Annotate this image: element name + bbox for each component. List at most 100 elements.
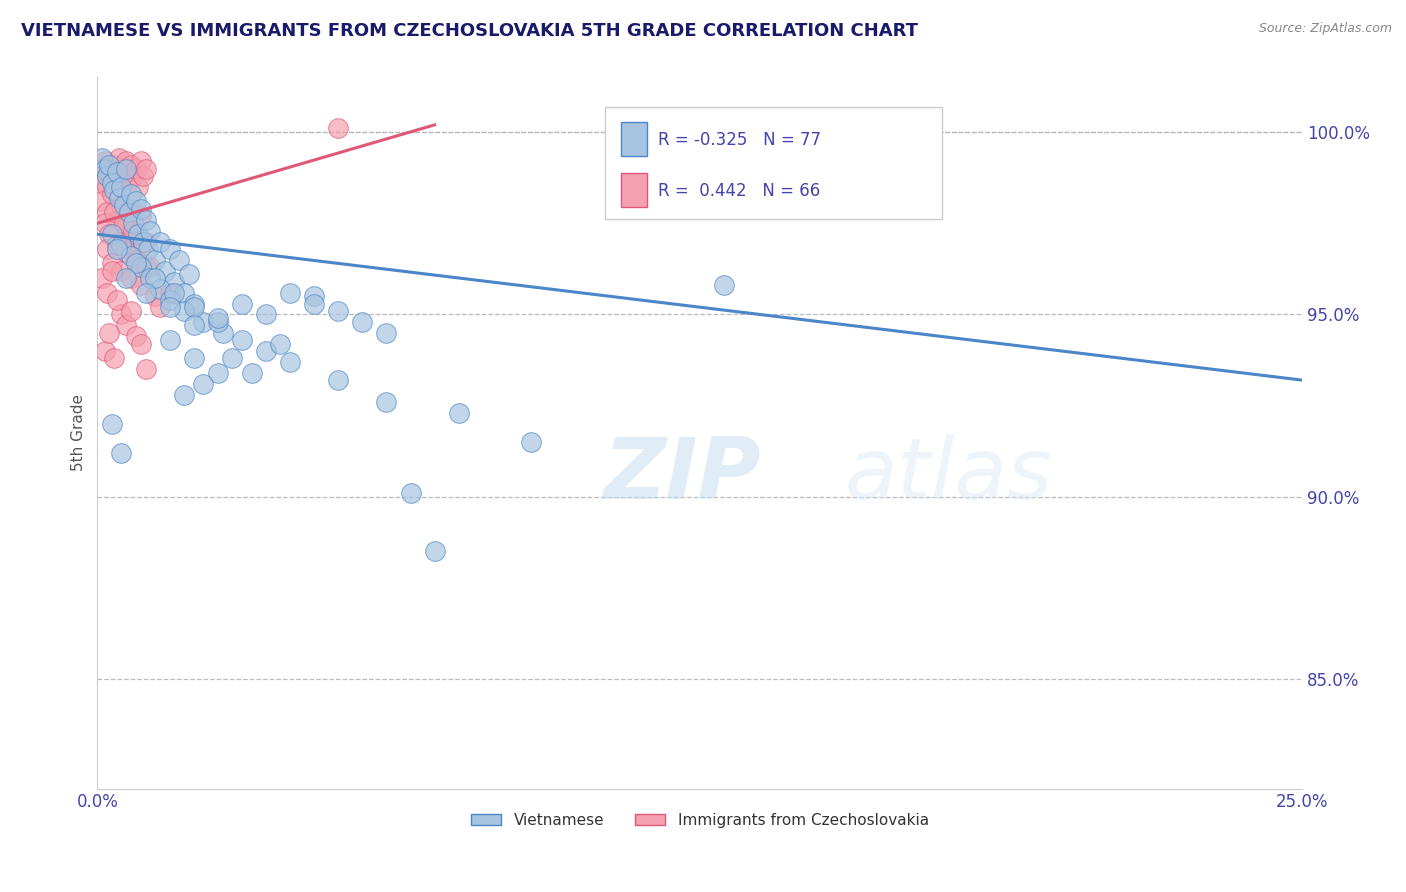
Point <box>108 151 131 165</box>
Point <box>105 212 128 227</box>
Point <box>169 252 191 267</box>
Point <box>302 296 325 310</box>
Point <box>103 158 125 172</box>
Point <box>105 165 128 179</box>
Text: R =  0.442   N = 66: R = 0.442 N = 66 <box>658 182 820 200</box>
Point <box>231 296 253 310</box>
Point <box>423 544 446 558</box>
Point <box>173 285 195 300</box>
Point <box>96 242 118 256</box>
Point <box>132 169 155 183</box>
Point <box>159 293 181 307</box>
Point <box>328 373 350 387</box>
Point <box>96 179 118 194</box>
Point <box>89 161 111 176</box>
Point <box>159 333 181 347</box>
Point <box>135 212 157 227</box>
Point <box>98 161 121 176</box>
Point <box>110 198 132 212</box>
Point <box>207 315 229 329</box>
Point <box>110 179 132 194</box>
Point <box>101 256 124 270</box>
Point <box>125 161 148 176</box>
Point <box>118 172 141 186</box>
Point <box>122 169 145 183</box>
Point <box>135 161 157 176</box>
Point <box>302 289 325 303</box>
Point <box>149 282 172 296</box>
Point <box>103 205 125 219</box>
Point <box>125 252 148 267</box>
Point <box>127 252 149 267</box>
Point <box>163 275 186 289</box>
Point <box>115 154 138 169</box>
Point <box>207 311 229 326</box>
Point <box>93 154 115 169</box>
Point <box>120 202 142 216</box>
Point <box>125 227 148 242</box>
Point <box>129 202 152 216</box>
Point <box>112 161 135 176</box>
Point <box>101 176 124 190</box>
Point <box>110 308 132 322</box>
Point <box>91 172 114 186</box>
Point <box>278 285 301 300</box>
Point <box>159 300 181 314</box>
Point <box>143 289 166 303</box>
Point <box>375 326 398 340</box>
Point <box>101 227 124 242</box>
Point <box>122 216 145 230</box>
Point <box>96 285 118 300</box>
Point <box>149 300 172 314</box>
Point <box>240 366 263 380</box>
Point <box>328 121 350 136</box>
Point <box>101 169 124 183</box>
Point <box>211 326 233 340</box>
Point <box>183 300 205 314</box>
Point <box>110 263 132 277</box>
Point <box>120 303 142 318</box>
Point <box>132 235 155 249</box>
Point <box>129 336 152 351</box>
Text: VIETNAMESE VS IMMIGRANTS FROM CZECHOSLOVAKIA 5TH GRADE CORRELATION CHART: VIETNAMESE VS IMMIGRANTS FROM CZECHOSLOV… <box>21 22 918 40</box>
Point <box>173 387 195 401</box>
Point <box>120 158 142 172</box>
Point <box>149 235 172 249</box>
Point <box>129 209 152 223</box>
Point <box>101 263 124 277</box>
Text: Source: ZipAtlas.com: Source: ZipAtlas.com <box>1258 22 1392 36</box>
Point <box>129 154 152 169</box>
Point <box>193 315 215 329</box>
Point <box>143 271 166 285</box>
Point <box>135 285 157 300</box>
Point <box>105 176 128 190</box>
Point <box>118 242 141 256</box>
Point <box>125 329 148 343</box>
Point <box>110 446 132 460</box>
Point <box>103 184 125 198</box>
Text: R = -0.325   N = 77: R = -0.325 N = 77 <box>658 131 821 149</box>
Point <box>183 351 205 366</box>
Point <box>183 296 205 310</box>
Point <box>139 224 162 238</box>
Point <box>98 158 121 172</box>
Point <box>129 278 152 293</box>
Point <box>91 271 114 285</box>
Point <box>278 355 301 369</box>
Point <box>93 161 115 176</box>
Point <box>399 486 422 500</box>
Point <box>135 235 157 249</box>
Point <box>136 242 159 256</box>
Point <box>91 194 114 209</box>
Point <box>254 308 277 322</box>
Point <box>352 315 374 329</box>
Point <box>221 351 243 366</box>
Text: atlas: atlas <box>844 434 1052 517</box>
Point <box>713 278 735 293</box>
Point <box>101 187 124 202</box>
Point <box>173 303 195 318</box>
Point <box>153 263 176 277</box>
Point <box>105 242 128 256</box>
Point <box>120 187 142 202</box>
Point <box>139 271 162 285</box>
